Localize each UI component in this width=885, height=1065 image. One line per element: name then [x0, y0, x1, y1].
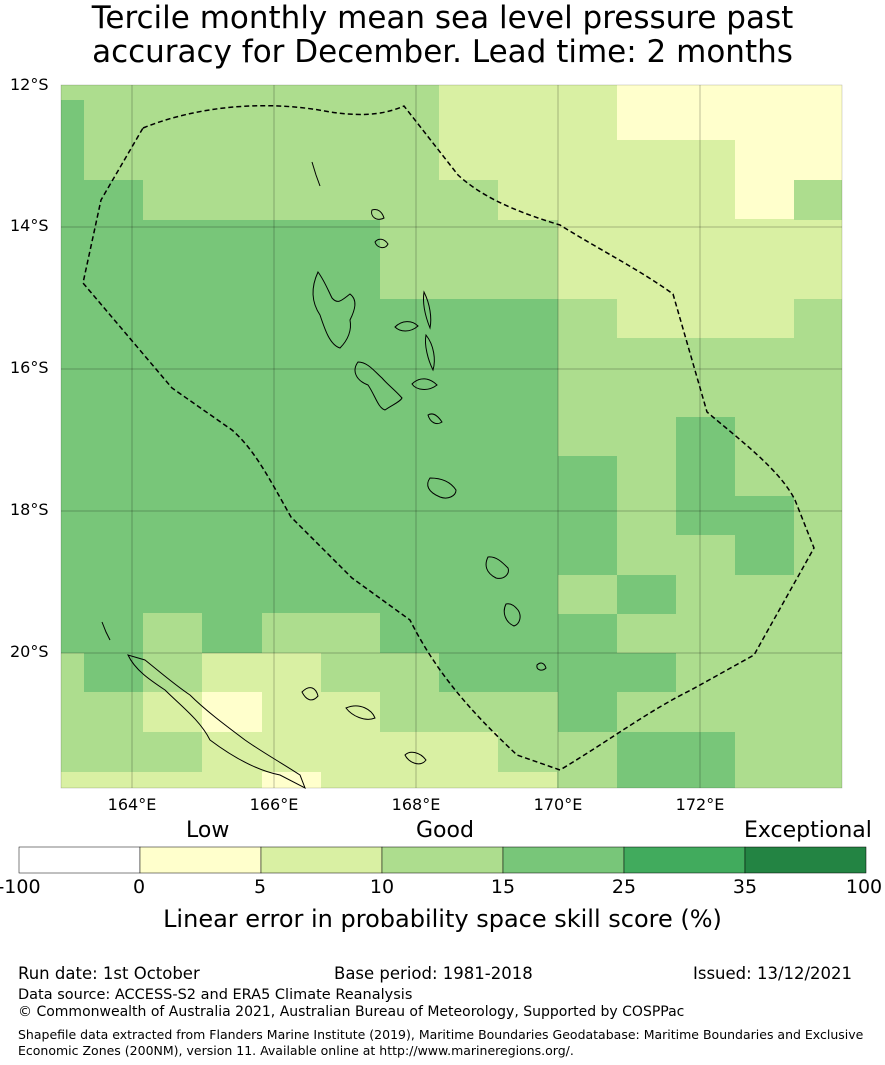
grid-region	[676, 417, 735, 535]
grid-region	[202, 653, 321, 692]
grid-region	[439, 85, 617, 180]
island-malakula	[354, 361, 403, 411]
grid-region	[558, 692, 617, 732]
colorbar-segment	[18, 846, 141, 874]
grid-region	[61, 220, 380, 613]
colorbar-tick: 15	[490, 876, 516, 898]
skill-grid	[61, 85, 842, 788]
grid-region	[380, 299, 558, 613]
island-erromango	[485, 556, 509, 579]
lon-label-170e: 170°E	[533, 795, 583, 814]
colorbar-segment	[623, 846, 746, 874]
copyright: © Commonwealth of Australia 2021, Austra…	[18, 1004, 685, 1020]
colorbar-segment	[381, 846, 504, 874]
colorbar-tick: 100	[845, 876, 883, 898]
chart-title-line-2: accuracy for December. Lead time: 2 mont…	[92, 34, 793, 70]
island-belep	[101, 621, 111, 641]
colorbar	[18, 846, 867, 874]
island-new-caledonia	[127, 654, 306, 790]
grid-region	[558, 456, 617, 575]
island-epi	[427, 413, 443, 425]
island-gaua	[374, 238, 389, 249]
island-banks	[371, 209, 385, 220]
lon-label-166e: 166°E	[249, 795, 299, 814]
eez-boundary	[82, 104, 815, 771]
island-ouvea	[301, 687, 319, 701]
island-maewo	[425, 333, 435, 372]
shapefile-credit-line-2: Economic Zones (200NM), version 11. Avai…	[18, 1043, 574, 1058]
colorbar-segment	[744, 846, 867, 874]
colorbar-tick: 35	[732, 876, 758, 898]
grid-region	[558, 614, 617, 653]
colorbar-tick: 10	[369, 876, 395, 898]
colorbar-segment	[260, 846, 383, 874]
island-ambae	[394, 321, 419, 332]
run-date: Run date: 1st October	[18, 964, 200, 983]
grid-region	[617, 85, 842, 140]
island-espiritu-santo	[312, 271, 356, 349]
graticule	[61, 85, 842, 788]
lat-label-20s: 20°S	[10, 642, 49, 661]
grid-region	[202, 613, 262, 653]
island-torres	[311, 161, 321, 187]
grid-region	[735, 496, 794, 575]
shapefile-credit-line-1: Shapefile data extracted from Flanders M…	[18, 1027, 864, 1042]
colorbar-tick: 5	[253, 876, 267, 898]
lat-label-16s: 16°S	[10, 358, 49, 377]
grid-region	[439, 653, 558, 692]
lon-label-168e: 168°E	[391, 795, 441, 814]
base-period: Base period: 1981-2018	[334, 964, 533, 983]
coastlines	[101, 161, 547, 790]
island-efate	[427, 477, 457, 499]
grid-region	[735, 180, 794, 219]
grid-region	[262, 772, 321, 788]
island-tanna	[503, 603, 521, 627]
grid-region	[202, 692, 262, 732]
lon-label-164e: 164°E	[107, 795, 157, 814]
lat-label-18s: 18°S	[10, 500, 49, 519]
grid-region	[617, 299, 794, 338]
grid-region	[558, 220, 842, 299]
lat-label-14s: 14°S	[10, 216, 49, 235]
map-frame	[60, 84, 843, 789]
grid-region	[61, 100, 84, 220]
colorbar-segment	[139, 846, 262, 874]
grid-region	[84, 653, 143, 692]
colorbar-tick: -100	[0, 876, 41, 898]
lon-label-172e: 172°E	[675, 795, 725, 814]
island-loyalty-mare	[404, 751, 427, 765]
grid-region	[202, 732, 498, 772]
grid-region	[735, 140, 842, 180]
chart-title-line-1: Tercile monthly mean sea level pressure …	[91, 0, 794, 36]
grid-region	[558, 653, 676, 692]
grid-region	[617, 140, 735, 180]
colorbar-category-low: Low	[186, 818, 230, 843]
colorbar-segment	[502, 846, 625, 874]
lat-label-12s: 12°S	[10, 75, 49, 94]
island-loyalty-lifou	[345, 705, 376, 720]
island-aneityum	[536, 662, 547, 671]
colorbar-category-good: Good	[416, 818, 474, 843]
island-pentecost	[423, 290, 432, 330]
data-source: Data source: ACCESS-S2 and ERA5 Climate …	[18, 987, 413, 1003]
issued-date: Issued: 13/12/2021	[693, 964, 853, 983]
colorbar-category-exceptional: Exceptional	[744, 818, 872, 843]
grid-region	[61, 613, 143, 653]
colorbar-tick: 25	[611, 876, 637, 898]
grid-region	[84, 180, 143, 220]
grid-region	[617, 575, 676, 614]
grid-region	[380, 613, 558, 653]
colorbar-tick: 0	[132, 876, 146, 898]
island-ambrym	[411, 378, 438, 390]
colorbar-title: Linear error in probability space skill …	[163, 905, 722, 933]
grid-region	[617, 732, 735, 788]
